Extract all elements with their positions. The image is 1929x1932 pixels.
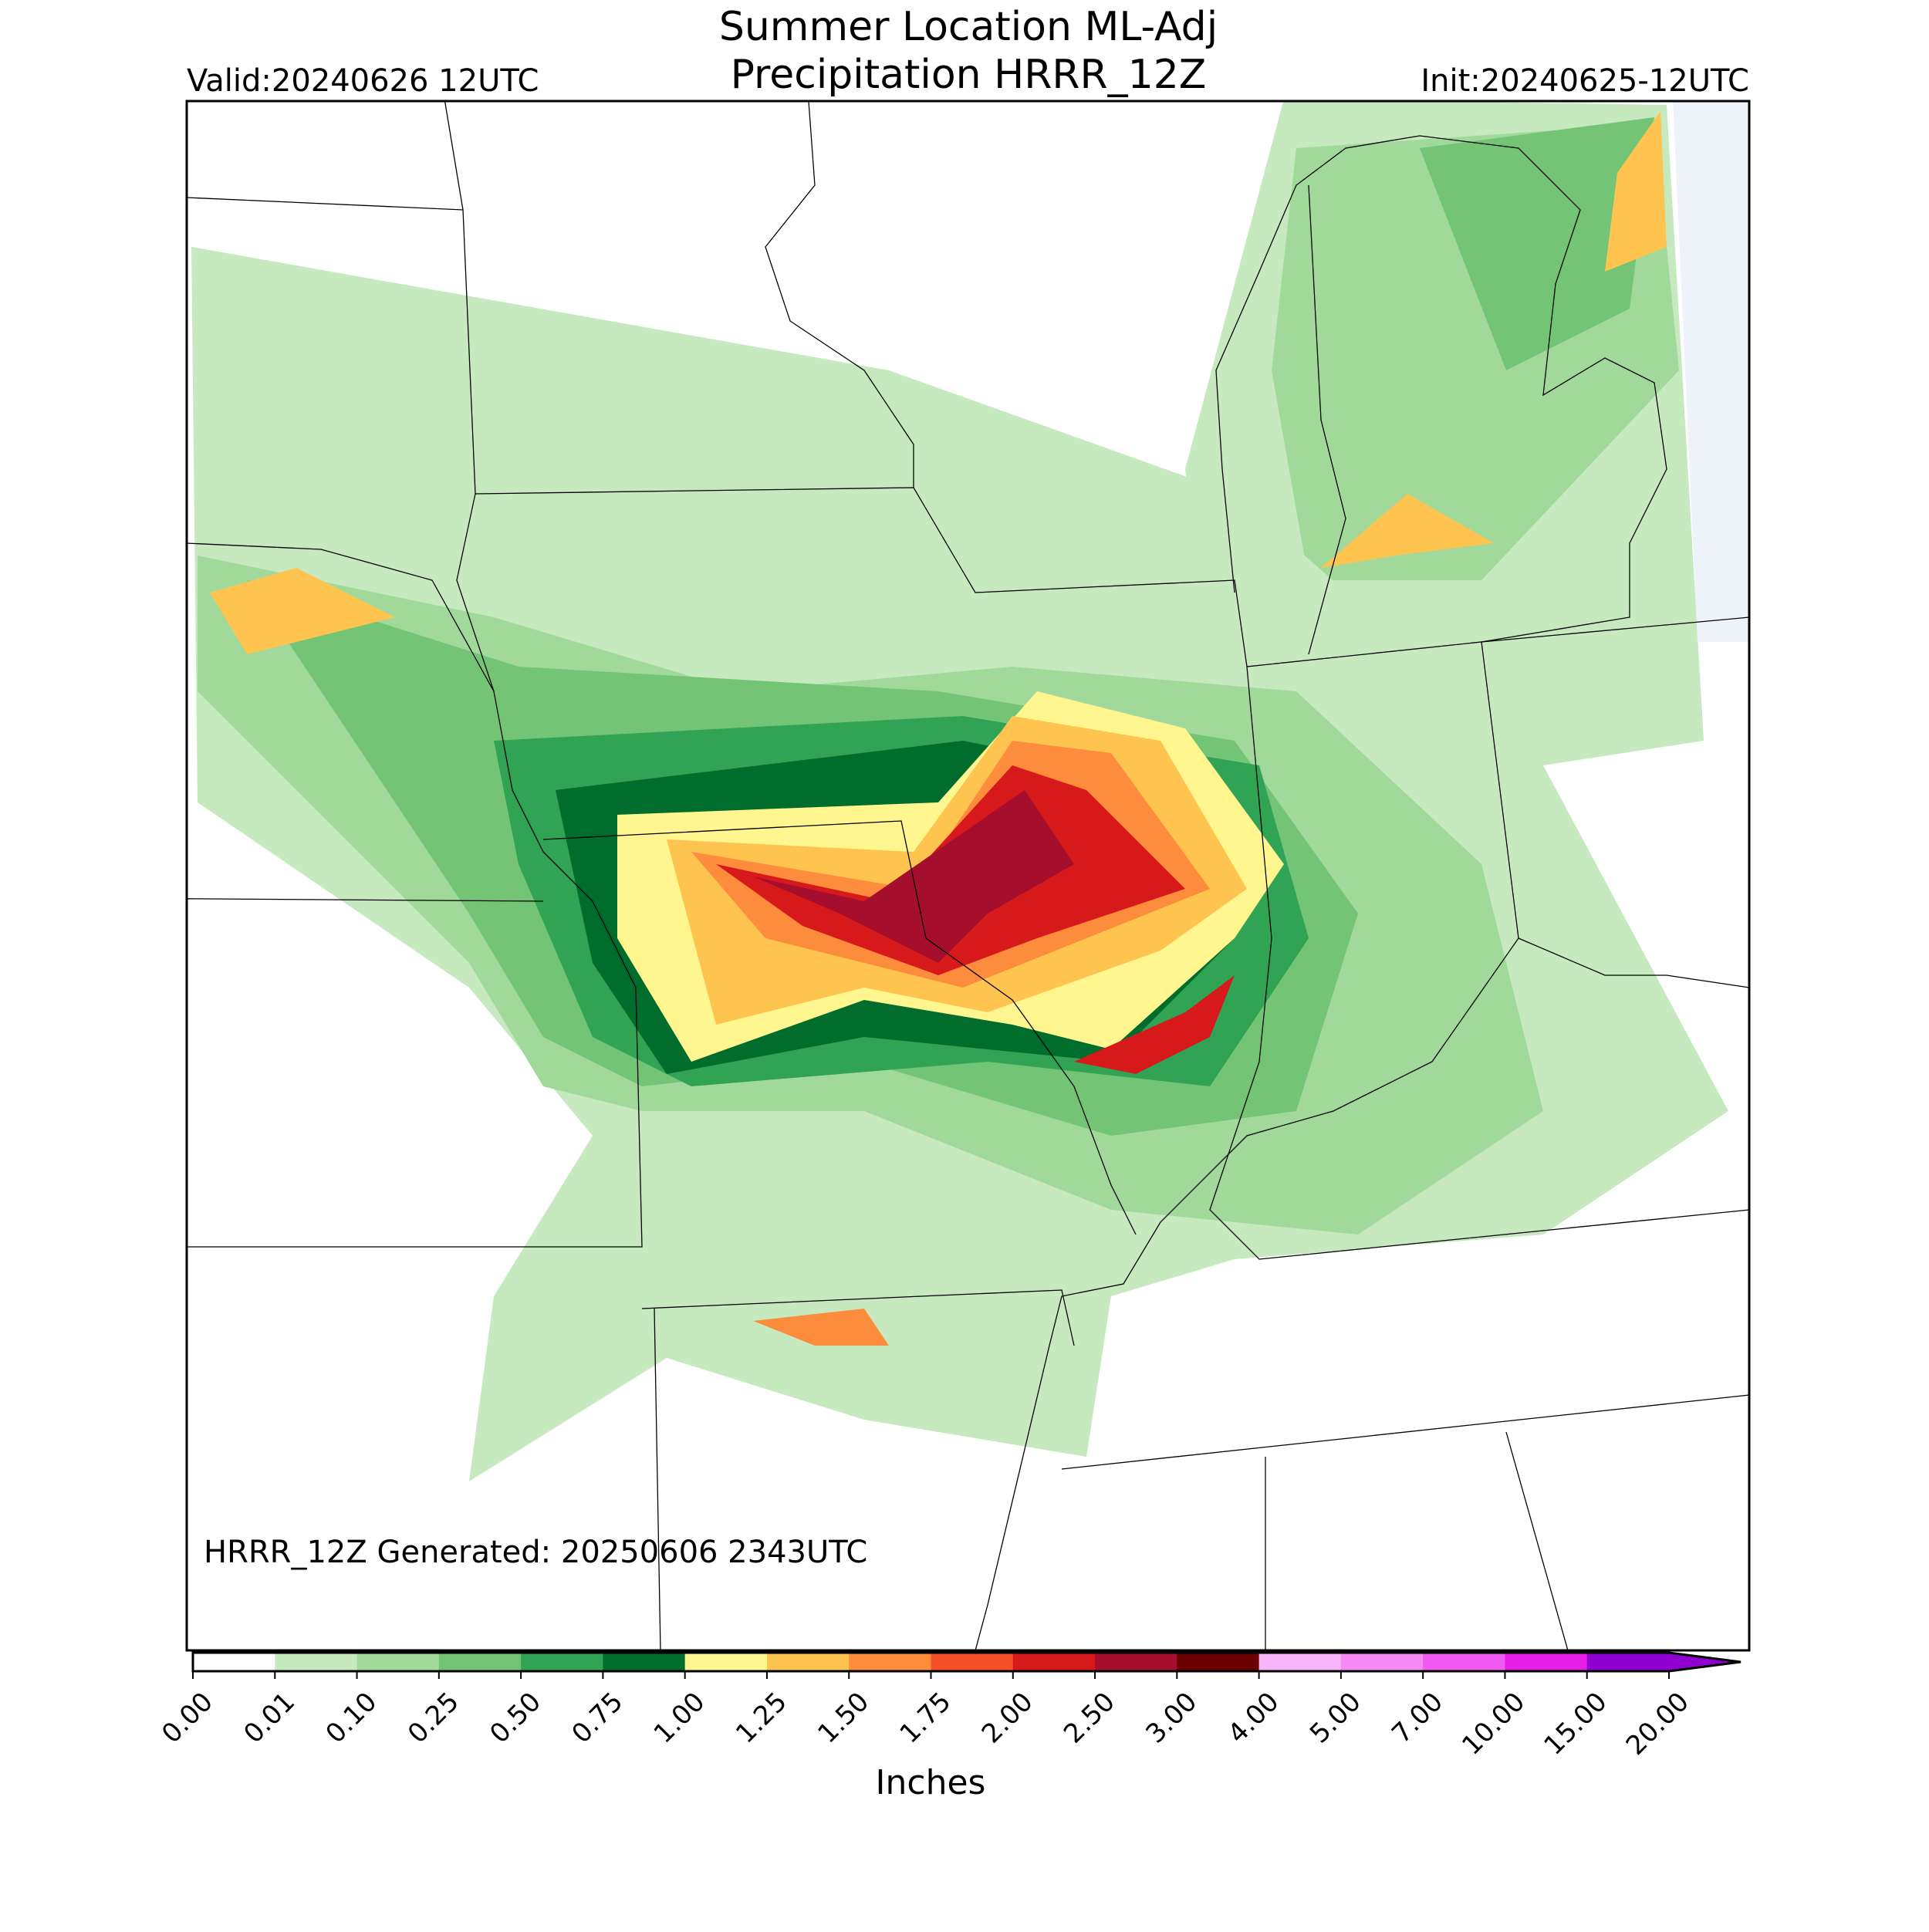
colorbar-segment [275, 1653, 358, 1671]
colorbar-segment [603, 1653, 686, 1671]
colorbar-tick-label: 0.75 [566, 1687, 629, 1750]
colorbar-tick-label: 7.00 [1386, 1687, 1449, 1750]
state-borders [186, 101, 1750, 1651]
colorbar-tick-label: 15.00 [1539, 1687, 1613, 1761]
colorbar-tick-label: 4.00 [1222, 1687, 1285, 1750]
colorbar-segment [1095, 1653, 1177, 1671]
colorbar-tick-label: 0.50 [484, 1687, 547, 1750]
colorbar-tick-label: 3.00 [1140, 1687, 1203, 1750]
colorbar-tick-label: 0.01 [238, 1687, 301, 1750]
colorbar-tick-label: 0.00 [156, 1687, 219, 1750]
colorbar: 0.00 0.01 0.10 0.25 0.50 0.75 1.00 1.25 1.50 1.75… [156, 1651, 1742, 1761]
colorbar-segment [1586, 1653, 1670, 1671]
valid-time: Valid:20240626 12UTC [187, 63, 539, 99]
colorbar-tick-label: 1.00 [648, 1687, 711, 1750]
colorbar-segment [1012, 1653, 1096, 1671]
colorbar-segment [1177, 1653, 1260, 1671]
colorbar-tick-label: 20.00 [1620, 1687, 1695, 1761]
map [186, 101, 1750, 1651]
colorbar-tick-label: 0.10 [320, 1687, 383, 1750]
map-frame [185, 100, 1751, 1652]
colorbar-tick-label: 2.00 [976, 1687, 1039, 1750]
colorbar-tick-label: 0.25 [402, 1687, 465, 1750]
colorbar-tick-label: 1.75 [894, 1687, 958, 1750]
colorbar-segment [766, 1653, 850, 1671]
colorbar-segment [1505, 1653, 1588, 1671]
colorbar-segment [684, 1653, 768, 1671]
colorbar-tick-label: 1.50 [812, 1687, 875, 1750]
colorbar-segment [849, 1653, 931, 1671]
title-line2: Precipitation HRRR_12Z [731, 52, 1207, 98]
title-line1: Summer Location ML-Adj [719, 4, 1218, 50]
precip-field [191, 101, 1750, 1481]
colorbar-segment [931, 1653, 1014, 1671]
colorbar-outline [191, 1651, 1742, 1673]
colorbar-segment [438, 1653, 522, 1671]
colorbar-extension [1669, 1653, 1741, 1671]
colorbar-tick-label: 2.50 [1058, 1687, 1121, 1750]
colorbar-segment [1258, 1653, 1342, 1671]
colorbar-segment [521, 1653, 603, 1671]
colorbar-segment [193, 1653, 275, 1671]
generated-annotation: HRRR_12Z Generated: 20250606 2343UTC [204, 1535, 867, 1570]
colorbar-tick-label: 5.00 [1304, 1687, 1367, 1750]
init-time: Init:20240625-12UTC [1421, 63, 1749, 99]
colorbar-label: Inches [876, 1763, 986, 1802]
colorbar-segment [1340, 1653, 1424, 1671]
colorbar-segment [1423, 1653, 1505, 1671]
colorbar-segment [356, 1653, 440, 1671]
colorbar-tick-label: 10.00 [1456, 1687, 1531, 1761]
colorbar-tick-label: 1.25 [730, 1687, 793, 1750]
